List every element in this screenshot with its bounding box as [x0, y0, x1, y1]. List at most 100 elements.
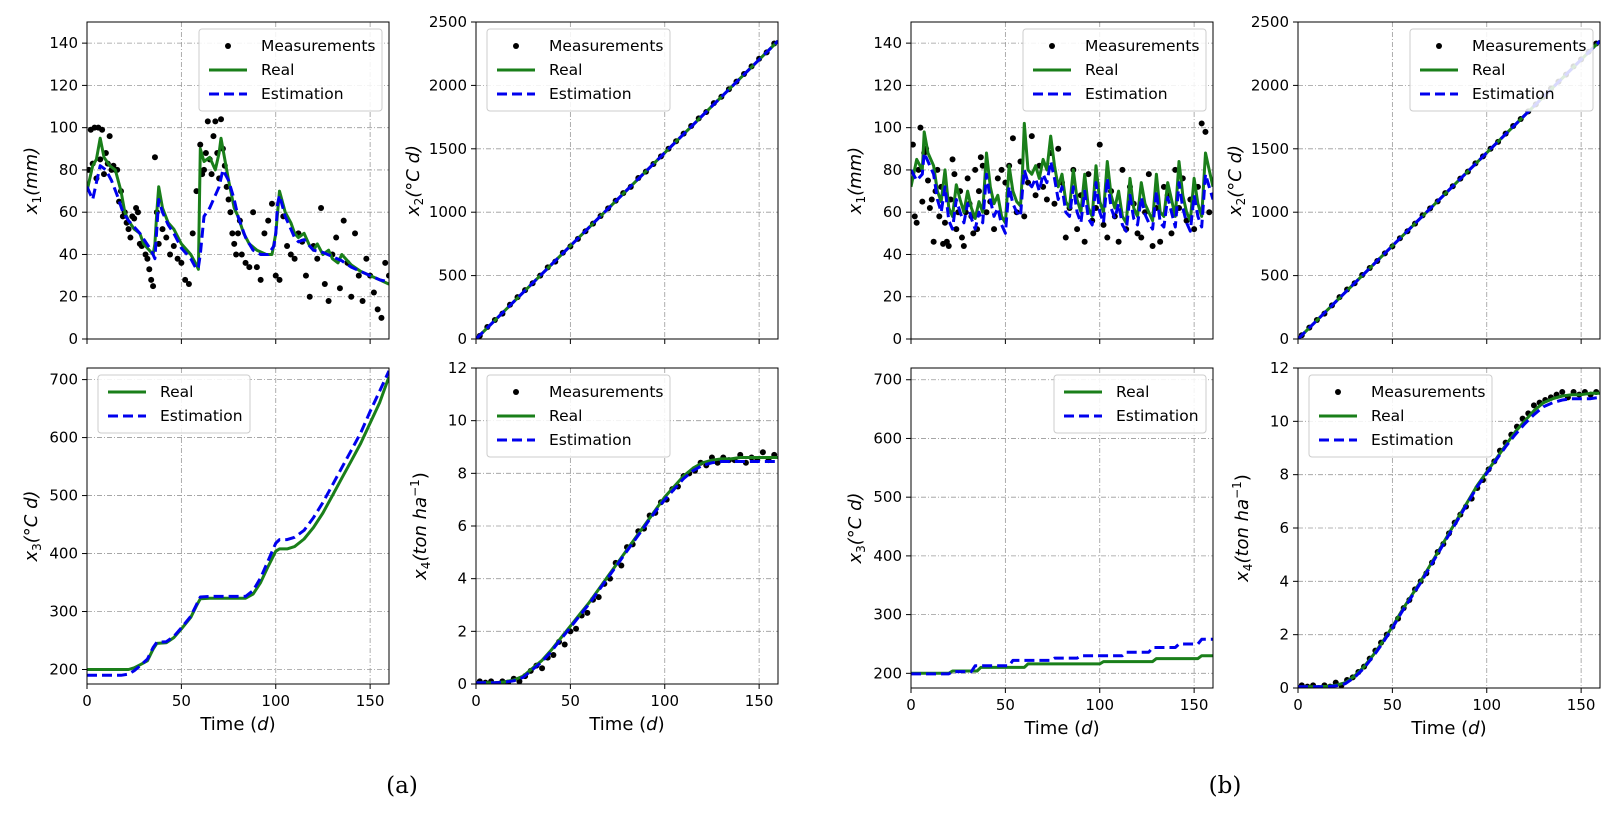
measurement-point [363, 255, 370, 262]
y-tick-label: 100 [49, 119, 78, 137]
y-tick-label: 400 [49, 545, 78, 563]
subplot-b-x3: 0 50 100 150 200 300 400 500 600 700 x3(°C d) Time … [845, 367, 1214, 739]
x-axis-label: Time (d) [1410, 718, 1486, 739]
measurement-point [714, 459, 721, 466]
measurement-point [233, 251, 240, 258]
plot-area [87, 370, 389, 677]
measurement-point [618, 562, 625, 569]
axes-frame [1297, 21, 1601, 340]
measurement-point [983, 209, 990, 216]
y-tick-label: 140 [49, 34, 78, 52]
x-tick-label: 0 [471, 692, 481, 710]
y-tick-label: 500 [49, 487, 78, 505]
measurement-point [374, 306, 381, 313]
legend-label: Estimation [160, 407, 243, 425]
measurement-point [1138, 234, 1145, 241]
measurement-point [926, 204, 933, 211]
y-tick-label: 600 [49, 429, 78, 447]
y-tick-label: 400 [873, 547, 902, 565]
legend-box [1022, 28, 1207, 112]
y-tick-label: 40 [883, 245, 902, 263]
y-axis-label: x1(mm) [845, 147, 868, 215]
plot-area [911, 120, 1213, 250]
y-tick-label: 200 [49, 661, 78, 679]
legend-box [1409, 28, 1594, 112]
x-tick-label: 100 [1085, 696, 1114, 714]
x-tick-label: 150 [356, 692, 385, 710]
measurement-point [378, 314, 385, 321]
measurement-point [355, 272, 362, 279]
legend-label: Estimation [549, 431, 632, 449]
measurement-point [930, 238, 937, 245]
plot-area [476, 39, 778, 339]
y-tick-label: 20 [883, 288, 902, 306]
measurement-point [150, 283, 157, 290]
measurement-point [550, 652, 557, 659]
measurement-point [919, 198, 926, 205]
measurement-point [212, 118, 219, 125]
measurement-point [917, 124, 924, 131]
legend-box [198, 28, 383, 112]
y-tick-label: 100 [873, 119, 902, 137]
measurement-point [306, 293, 313, 300]
series-measurements [87, 116, 389, 321]
legend-label: Measurements [1085, 37, 1200, 55]
y-tick-label: 700 [873, 371, 902, 389]
y-axis-label: x4(ton ha−1) [1230, 474, 1255, 583]
y-tick-label: 40 [59, 245, 78, 263]
measurement-point [1119, 166, 1126, 173]
series-estimation-line [1298, 395, 1600, 688]
y-tick-label: 2000 [429, 76, 467, 94]
y-tick-label: 0 [892, 330, 902, 348]
measurement-point [125, 226, 132, 233]
measurement-point [1530, 402, 1537, 409]
y-tick-label: 1000 [1251, 203, 1289, 221]
legend-marker-measurements [513, 389, 519, 395]
y-tick-label: 80 [883, 161, 902, 179]
measurement-point [759, 449, 766, 456]
measurement-point [170, 243, 177, 250]
x-tick-label: 50 [561, 692, 580, 710]
measurement-point [1100, 221, 1107, 228]
legend-label: Measurements [549, 37, 664, 55]
y-tick-label: 1500 [1251, 140, 1289, 158]
measurement-point [336, 285, 343, 292]
series-real-line [476, 456, 778, 684]
axes-frame [86, 21, 390, 340]
measurement-point [257, 276, 264, 283]
series-estimation-line [87, 164, 389, 284]
x-tick-label: 150 [1180, 696, 1209, 714]
y-tick-label: 2000 [1251, 76, 1289, 94]
y-tick-label: 80 [59, 161, 78, 179]
y-axis-label: x2(°C d) [1225, 145, 1248, 217]
y-tick-label: 10 [1270, 412, 1289, 430]
x-tick-label: 50 [996, 696, 1015, 714]
y-tick-label: 500 [438, 267, 467, 285]
x-tick-label: 50 [172, 692, 191, 710]
measurement-point [148, 276, 155, 283]
legend-label: Estimation [1085, 85, 1168, 103]
legend-label: Real [1371, 407, 1404, 425]
series-estimation-line [87, 370, 389, 677]
y-tick-label: 120 [873, 76, 902, 94]
x-axis-label: Time (d) [1023, 718, 1099, 739]
x-tick-label: 0 [1293, 696, 1303, 714]
measurement-point [276, 276, 283, 283]
x-axis-label: Time (d) [588, 714, 664, 735]
y-tick-label: 6 [457, 517, 467, 535]
measurement-point [970, 230, 977, 237]
measurement-point [1021, 213, 1028, 220]
x-tick-label: 0 [82, 692, 92, 710]
measurement-point [265, 217, 272, 224]
measurement-point [953, 226, 960, 233]
measurement-point [182, 276, 189, 283]
subplot-a-x3: 0 50 100 150 200 300 400 500 600 700 x3(°C d) Time … [21, 367, 390, 735]
y-tick-label: 500 [1260, 267, 1289, 285]
y-tick-label: 140 [873, 34, 902, 52]
measurement-point [1160, 183, 1167, 190]
measurement-point [1096, 141, 1103, 148]
axes-frame [475, 21, 779, 340]
legend-label: Real [549, 407, 582, 425]
measurement-point [928, 196, 935, 203]
measurement-point [284, 243, 291, 250]
